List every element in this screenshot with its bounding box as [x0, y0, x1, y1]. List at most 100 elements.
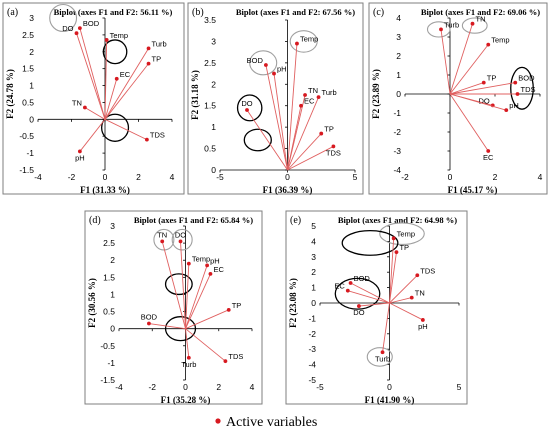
panel-a-title: Biplot (axes F1 and F2: 56.11 %)	[54, 7, 173, 17]
panel-b-ellipse-grey	[289, 30, 318, 53]
panel-a-x-tick-label: -2	[68, 172, 76, 182]
panel-b-temp-label: Temp	[300, 35, 318, 44]
panel-e-turb-vector	[382, 302, 390, 353]
panel-b-ph-vector	[273, 73, 288, 171]
panel-d-tp-label: TP	[232, 301, 242, 310]
panel-c-do-label: DO	[479, 96, 490, 105]
panel-c-x-tick-label: -2	[401, 172, 409, 182]
panel-d-x-tick-label: 0	[183, 382, 188, 392]
panel-a-y-tick-label: 2.5	[22, 30, 34, 40]
panel-e-do-label: DO	[353, 308, 364, 317]
panel-a-y-tick-label: 0	[29, 114, 34, 124]
panel-a-do-point	[74, 31, 79, 36]
panels-group: (a) Biplot (axes F1 and F2: 56.11 %)-4 -2 0…	[2, 2, 548, 405]
panel-e-ph-vector	[389, 302, 424, 321]
panel-d-ec-point	[208, 272, 213, 276]
panel-e-y-tick-label: 1	[311, 283, 316, 293]
panel-a-ph-vector	[79, 119, 106, 152]
panel-a-ellipse-grey	[49, 3, 78, 33]
panel-b-tds-point	[331, 144, 336, 149]
panel-d-letter: (d)	[89, 215, 101, 226]
panel-b-y-tick-label: 0.5	[204, 144, 216, 154]
panel-a-ec-label: EC	[120, 70, 131, 79]
panel-b-ellipse-black	[236, 94, 263, 122]
panel-a-bod-point	[77, 26, 82, 31]
panel-c-bod-label: BOD	[518, 74, 535, 83]
panel-e-tp-label: TP	[399, 243, 409, 252]
panel-b-turb-point	[316, 95, 321, 100]
panel-e-y-tick-label: 2	[311, 267, 316, 277]
panel-b-do-label: DO	[241, 99, 252, 108]
panel-a-tp-vector	[104, 63, 149, 120]
panel-d-tp-vector	[185, 309, 229, 330]
panel-c-ph-vector	[449, 93, 507, 111]
panel-a-bod-vector	[79, 28, 106, 120]
panel-b-y-tick-label: 2.5	[204, 58, 216, 68]
panel-c-y-tick-label: 1	[396, 70, 401, 80]
panel-c-y-axis-title: F2 (23.89 %)	[371, 69, 381, 119]
panel-a-y-tick-label: -1	[26, 148, 34, 158]
panel-d-ec-vector	[185, 273, 211, 329]
panel-a-y-axis-title: F2 (24.78 %)	[5, 69, 15, 119]
panel-b-x-tick-label: -5	[216, 172, 224, 182]
panel-e-y-tick-label: -4	[308, 360, 316, 370]
panel-b-y-tick-label: 2	[211, 79, 216, 89]
panel-e-y-tick-label: 4	[311, 236, 316, 246]
panel-d-tp-point	[226, 307, 231, 312]
panel-c-temp-point	[486, 42, 491, 47]
panel-c-ec-point	[486, 149, 491, 153]
panel-a-ec-vector	[104, 78, 118, 120]
panel-c-bod-vector	[449, 82, 516, 95]
panel-c-ph-label: pH	[509, 101, 519, 110]
panel-e-do-vector	[358, 302, 390, 307]
panel-b-x-axis-title: F1 (36.39 %)	[263, 185, 313, 195]
panel-c-frame	[368, 2, 548, 195]
panel-a-ellipse-black	[102, 39, 128, 65]
panel-a-tp-point	[146, 61, 151, 66]
panel-d-bod-point	[147, 321, 151, 326]
panel-d-ellipse-grey	[171, 228, 193, 251]
panel-e-ellipse-black	[334, 277, 381, 310]
panel-d-y-tick-label: -1.5	[100, 375, 115, 385]
panel-b-y-tick-label: 0	[211, 165, 216, 175]
panel-a-tds-point	[144, 137, 149, 142]
panel-d-y-tick-label: 1.5	[103, 272, 115, 282]
panel-a-turb-label: Turb	[152, 39, 167, 48]
panel-a-y-tick-label: 3	[29, 13, 34, 23]
panel-b-ph-label: pH	[277, 65, 287, 74]
panel-b-tp-point	[319, 131, 324, 136]
panel-b-turb-label: Turb	[322, 88, 337, 97]
panel-b-tn-label: TN	[308, 86, 318, 95]
panel-c-turb-vector	[440, 29, 451, 95]
panel-c-title: Biplot (axes F1 and F2: 69.06 %)	[421, 7, 540, 17]
panel-e: (e) Biplot (axes F1 and F2: 64.98 %) -5 0 5 -…	[285, 210, 468, 405]
legend-marker	[215, 418, 221, 424]
panel-c-tn-vector	[449, 23, 473, 95]
panel-e-ec-point	[345, 288, 350, 293]
panel-d-temp-label: Temp	[192, 255, 210, 264]
panel-e-y-tick-label: -5	[308, 375, 316, 385]
panel-e-y-tick-label: 0	[311, 298, 316, 308]
panel-b-ec-label: EC	[304, 97, 315, 106]
panel-d-tds-label: TDS	[228, 352, 243, 361]
panel-e-y-tick-label: -1	[308, 313, 316, 323]
panel-e-x-axis-title: F1 (41.90 %)	[365, 395, 415, 405]
panel-c-y-tick-label: 2	[396, 51, 401, 61]
panel-b-bod-vector	[265, 64, 288, 171]
panel-a-x-axis-title: F1 (31.33 %)	[80, 185, 130, 195]
panel-d-turb-vector	[185, 328, 190, 358]
panel-e-bod-point	[348, 281, 353, 285]
panel-a-y-tick-label: 2	[29, 47, 34, 57]
panel-e-x-tick-label: -5	[316, 382, 324, 392]
panel-e-tn-label: TN	[415, 289, 425, 298]
panel-e-temp-vector	[389, 238, 395, 304]
panel-a-turb-point	[146, 46, 151, 51]
panel-e-ellipse-black	[341, 229, 399, 256]
panel-a-tn-vector	[84, 107, 106, 120]
panel-d-y-tick-label: 2	[110, 255, 115, 265]
panel-e-y-axis-title: F2 (23.08 %)	[288, 278, 298, 328]
panel-a-ph-label: pH	[75, 153, 85, 162]
panel-c-tp-label: TP	[487, 74, 497, 83]
panel-e-ec-vector	[347, 290, 390, 304]
